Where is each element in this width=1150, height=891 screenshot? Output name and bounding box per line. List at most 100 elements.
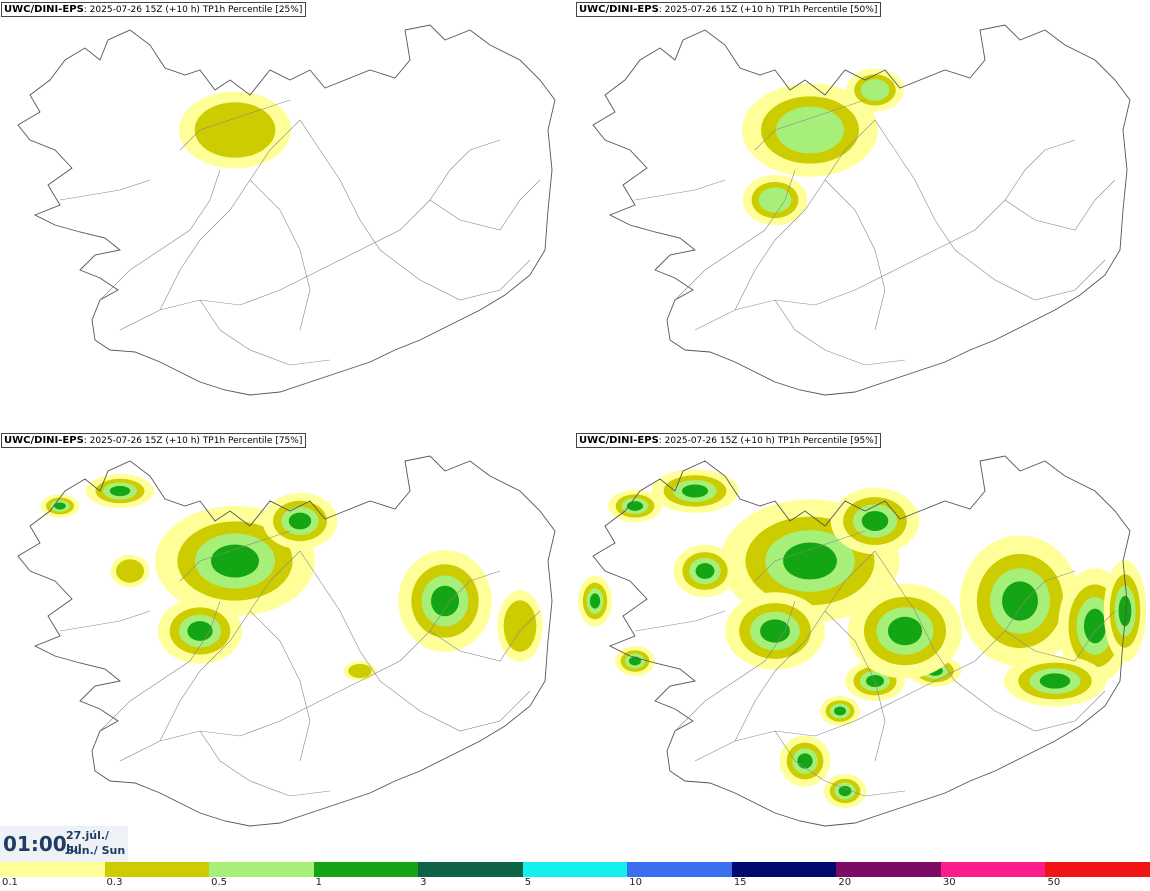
precip-contour bbox=[1039, 673, 1071, 689]
road-line bbox=[754, 99, 866, 151]
precip-contour bbox=[834, 706, 846, 716]
precip-map-p50 bbox=[592, 24, 1131, 396]
road-line bbox=[1004, 179, 1116, 231]
valid-date-line2: Sun./ Sun bbox=[66, 844, 126, 857]
panel-title: UWC/DINI-EPS: 2025-07-26 15Z (+10 h) TP1… bbox=[1, 433, 307, 448]
legend-tick-label: 3 bbox=[420, 877, 427, 888]
road-line bbox=[874, 119, 1106, 301]
valid-time-box: 01:00 27.júl./ Jul Sun./ Sun bbox=[0, 826, 128, 862]
legend-tick-label: 0.5 bbox=[211, 877, 227, 888]
precip-contour bbox=[797, 753, 813, 769]
road-line bbox=[299, 550, 531, 732]
legend-tick-label: 1 bbox=[315, 877, 322, 888]
road-line bbox=[734, 119, 876, 311]
precip-contour bbox=[1118, 595, 1132, 627]
road-line bbox=[694, 139, 1076, 331]
precip-contour bbox=[109, 485, 131, 497]
panel-title: UWC/DINI-EPS: 2025-07-26 15Z (+10 h) TP1… bbox=[1, 2, 307, 17]
road-line bbox=[199, 730, 331, 797]
precip-contour bbox=[887, 616, 923, 646]
precip-contour bbox=[681, 484, 709, 498]
legend-tick-label: 20 bbox=[838, 877, 852, 888]
road-line bbox=[774, 730, 906, 797]
precip-contour bbox=[838, 785, 852, 797]
precip-field bbox=[40, 474, 543, 681]
legend-tick-label: 50 bbox=[1047, 877, 1061, 888]
map-panel-p25: UWC/DINI-EPS: 2025-07-26 15Z (+10 h) TP1… bbox=[0, 0, 575, 431]
map-panel-p75: UWC/DINI-EPS: 2025-07-26 15Z (+10 h) TP1… bbox=[0, 431, 575, 862]
road-line bbox=[59, 179, 151, 201]
road-line bbox=[179, 99, 291, 151]
legend-swatch bbox=[522, 862, 628, 877]
road-line bbox=[249, 610, 311, 762]
precip-contour bbox=[629, 656, 641, 666]
road-line bbox=[634, 179, 726, 201]
legend-tick-label: 15 bbox=[733, 877, 747, 888]
color-legend bbox=[0, 862, 1150, 877]
precip-contour bbox=[861, 511, 889, 531]
precip-field bbox=[179, 91, 291, 169]
road-line bbox=[754, 530, 866, 582]
road-line bbox=[119, 570, 501, 762]
precip-contour bbox=[758, 187, 792, 213]
legend-swatch bbox=[104, 862, 210, 877]
precip-contour bbox=[776, 106, 844, 154]
legend-swatch bbox=[0, 862, 105, 877]
legend-swatch bbox=[1045, 862, 1150, 877]
precip-contour bbox=[1083, 608, 1107, 644]
coastline bbox=[17, 455, 556, 827]
road-line bbox=[1004, 610, 1116, 662]
precip-contour bbox=[288, 512, 312, 530]
road-line bbox=[99, 169, 221, 301]
road-line bbox=[249, 179, 311, 331]
precip-contour bbox=[348, 663, 372, 679]
legend-tick-labels: 0.1 0.3 0.5 1 3 5 10 15 20 30 50 bbox=[0, 877, 1150, 891]
valid-date-line1: 27.júl./ Jul bbox=[66, 829, 110, 855]
precip-contour bbox=[760, 619, 790, 643]
precip-contour bbox=[503, 600, 537, 652]
road-line bbox=[429, 179, 541, 231]
precip-map-p95 bbox=[578, 455, 1147, 827]
road-line bbox=[99, 600, 221, 732]
legend-tick-label: 5 bbox=[524, 877, 532, 888]
road-line bbox=[159, 550, 301, 742]
panel-title: UWC/DINI-EPS: 2025-07-26 15Z (+10 h) TP1… bbox=[576, 433, 882, 448]
road-line bbox=[874, 550, 1106, 732]
road-line bbox=[774, 299, 906, 366]
road-line bbox=[824, 179, 886, 331]
coastline bbox=[17, 24, 556, 396]
legend-swatch bbox=[418, 862, 523, 877]
precip-map-p75 bbox=[17, 455, 556, 827]
precip-field bbox=[742, 68, 904, 226]
precip-contour bbox=[211, 544, 259, 578]
road-line bbox=[299, 119, 531, 301]
legend-tick-label: 10 bbox=[629, 877, 642, 888]
precip-contour bbox=[194, 102, 276, 158]
road-line bbox=[179, 530, 291, 582]
precip-contour bbox=[1002, 581, 1038, 621]
coastline bbox=[592, 24, 1131, 396]
precip-contour bbox=[695, 563, 715, 579]
precip-contour bbox=[54, 502, 66, 510]
map-panel-p95: UWC/DINI-EPS: 2025-07-26 15Z (+10 h) TP1… bbox=[575, 431, 1150, 862]
road-line bbox=[119, 139, 501, 331]
legend-tick-label: 0.3 bbox=[106, 877, 123, 888]
precip-map-p25 bbox=[17, 24, 556, 396]
road-line bbox=[634, 610, 726, 632]
legend-swatch bbox=[313, 862, 419, 877]
legend-swatch bbox=[731, 862, 837, 877]
road-line bbox=[674, 600, 796, 732]
coastline bbox=[592, 455, 1131, 827]
legend-swatch bbox=[836, 862, 941, 877]
road-line bbox=[59, 610, 151, 632]
precip-contour bbox=[783, 542, 837, 580]
legend-swatch bbox=[209, 862, 314, 877]
valid-time: 01:00 bbox=[3, 832, 67, 856]
road-line bbox=[674, 169, 796, 301]
road-line bbox=[824, 610, 886, 762]
road-line bbox=[694, 570, 1076, 762]
precip-contour bbox=[626, 501, 644, 511]
road-line bbox=[429, 610, 541, 662]
legend-tick-label: 30 bbox=[942, 877, 956, 888]
precip-contour bbox=[115, 559, 145, 583]
